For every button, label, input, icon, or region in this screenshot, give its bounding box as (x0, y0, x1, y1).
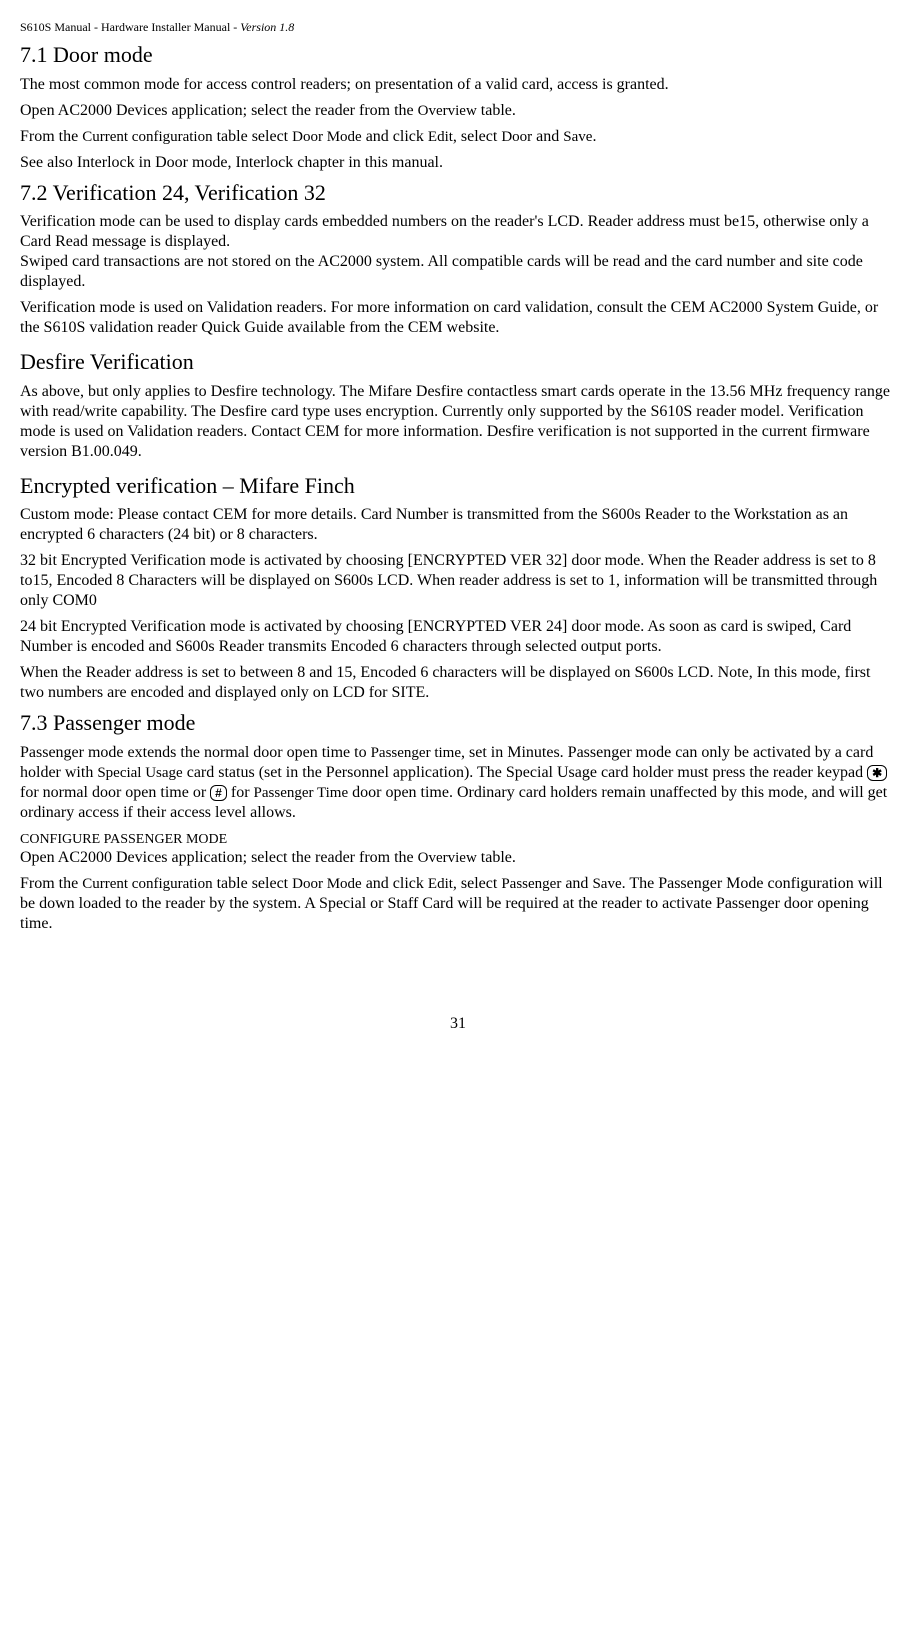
page-number: 31 (20, 1014, 896, 1034)
desfire-title: Desfire Verification (20, 348, 896, 376)
body-text: Open AC2000 Devices application; select … (20, 848, 896, 868)
body-text: From the Current configuration table sel… (20, 127, 896, 147)
body-text: The most common mode for access control … (20, 75, 896, 95)
body-text: 24 bit Encrypted Verification mode is ac… (20, 617, 896, 657)
body-text: Verification mode is used on Validation … (20, 298, 896, 338)
body-text: Open AC2000 Devices application; select … (20, 101, 896, 121)
header-version: - Version 1.8 (233, 20, 294, 34)
body-text: As above, but only applies to Desfire te… (20, 382, 896, 462)
body-text: When the Reader address is set to betwee… (20, 663, 896, 703)
body-text: 32 bit Encrypted Verification mode is ac… (20, 551, 896, 611)
section-7-2-title: 7.2 Verification 24, Verification 32 (20, 179, 896, 207)
body-text: Verification mode can be used to display… (20, 212, 896, 252)
encrypted-title: Encrypted verification – Mifare Finch (20, 472, 896, 500)
section-7-1-title: 7.1 Door mode (20, 41, 896, 69)
section-7-3-title: 7.3 Passenger mode (20, 709, 896, 737)
header-product: S610S Manual (20, 20, 91, 34)
body-text: From the Current configuration table sel… (20, 874, 896, 934)
body-text: Passenger mode extends the normal door o… (20, 743, 896, 823)
star-key-icon: ✱ (867, 765, 887, 781)
body-text: Custom mode: Please contact CEM for more… (20, 505, 896, 545)
body-text: Swiped card transactions are not stored … (20, 252, 896, 292)
body-text: See also Interlock in Door mode, Interlo… (20, 153, 896, 173)
configure-passenger-mode-label: CONFIGURE PASSENGER MODE (20, 831, 896, 849)
page-header: S610S Manual - Hardware Installer Manual… (20, 20, 896, 35)
header-subtitle: - Hardware Installer Manual (91, 20, 233, 34)
hash-key-icon: # (210, 785, 227, 801)
